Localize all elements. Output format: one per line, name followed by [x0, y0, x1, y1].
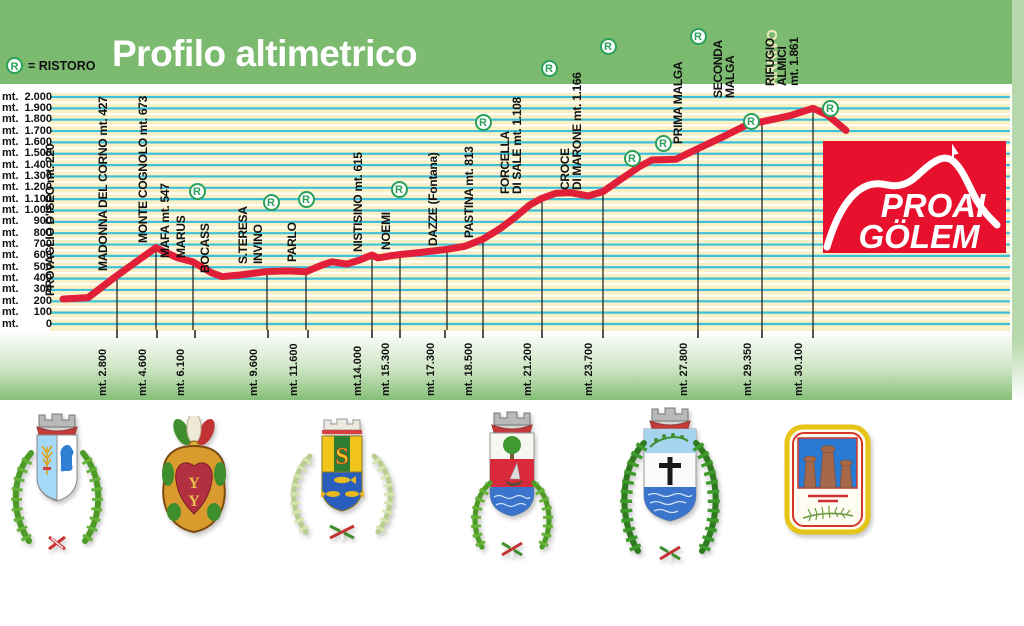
crest-sulzano-image: S	[289, 418, 395, 540]
distance-label: mt.14.000	[352, 345, 364, 396]
ristoro-icon: R	[6, 57, 23, 74]
crest-zone-image	[784, 424, 871, 535]
crest-provaglio-iseo-image	[11, 413, 103, 551]
right-edge-strip	[1012, 0, 1024, 400]
landmark-label: FORCELLA DI SALE mt. 1.108	[498, 97, 524, 194]
ristoro-marker-icon: R	[297, 190, 315, 208]
ristoro-marker-icon: R	[390, 180, 408, 198]
page-title: Profilo altimetrico	[112, 33, 418, 74]
summit-cross-icon	[952, 143, 959, 161]
ristoro-marker-icon: R	[742, 112, 760, 130]
landmark-label: SECONDA MALGA	[711, 40, 737, 98]
y-axis-label: mt. 700	[2, 238, 52, 251]
distance-label: mt. 23.700	[583, 342, 595, 396]
ristoro-marker-icon: R	[262, 193, 280, 211]
y-axis-label: mt. 500	[2, 260, 52, 273]
bottom-gradient-band	[0, 331, 1012, 400]
landmark-label: S.TERESA	[236, 206, 250, 264]
proai-golem-logo: PROAI GÖLEM	[823, 141, 1006, 253]
y-axis-label: mt. 1.300	[2, 169, 52, 182]
y-axis-label: mt. 1.500	[2, 147, 52, 160]
y-axis-label: mt. 1.400	[2, 158, 52, 171]
y-axis-label: mt. 1.200	[2, 181, 52, 194]
logo-text-line1: PROAI	[881, 187, 986, 224]
landmark-label: NOEMI	[379, 212, 393, 250]
landmark-label: MAFA mt. 547	[158, 183, 172, 258]
crest-marone-image	[620, 407, 720, 561]
crest-sale-marasino-image	[470, 411, 554, 557]
y-axis-label: mt. 1.000	[2, 204, 52, 216]
landmark-label: NISTISINO mt. 615	[351, 152, 365, 252]
y-axis-label: mt. 800	[2, 226, 52, 239]
landmark-label: RIFUGIO ALMICI mt. 1.861	[763, 37, 801, 86]
svg-text:S: S	[335, 444, 348, 470]
distance-label: mt. 29.350	[742, 342, 754, 396]
ristoro-legend-label: = RISTORO	[28, 58, 96, 73]
distance-label: mt. 2.800	[97, 348, 109, 396]
landmark-label: PROVAGLIO D'ISEO mt. 220	[43, 143, 57, 296]
header-banner	[0, 0, 1012, 84]
distance-label: mt. 21.200	[522, 342, 534, 396]
landmark-label: INVINO	[251, 224, 265, 264]
ristoro-marker-icon: R	[188, 182, 206, 200]
landmark-label: MADONNA DEL CORNO mt. 427	[96, 96, 110, 271]
distance-label: mt. 11.600	[288, 343, 300, 396]
landmark-label: CROCE DI MARONE mt. 1.166	[558, 72, 584, 190]
y-axis-label: mt. 1.900	[2, 101, 52, 114]
ristoro-marker-icon: R	[654, 134, 672, 152]
ristoro-marker-icon: R	[540, 59, 558, 77]
y-axis-label: mt. 2.000	[2, 90, 52, 103]
y-axis-label: mt. 1.700	[2, 124, 52, 137]
y-axis-label: mt. 400	[2, 272, 52, 285]
ristoro-marker-icon: R	[599, 37, 617, 55]
distance-label: mt. 9.600	[248, 348, 260, 396]
ristoro-marker-icon: R	[474, 113, 492, 131]
y-axis-label: mt. 200	[2, 294, 52, 307]
distance-label: mt. 17.300	[425, 342, 437, 396]
landmark-label: MONTE COGNOLO mt. 673	[136, 95, 150, 243]
distance-label: mt. 30.100	[793, 342, 805, 396]
y-axis-label: mt. 900	[2, 215, 52, 228]
elevation-profile-line	[59, 104, 850, 303]
ristoro-marker-icon: R	[821, 99, 839, 117]
landmark-label: PRIMA MALGA	[671, 61, 685, 144]
distance-label: mt. 15.300	[380, 342, 392, 396]
y-axis-label: mt. 300	[2, 283, 52, 296]
landmark-label: MARUS	[174, 215, 188, 259]
y-axis-label: mt. 1.600	[2, 135, 52, 148]
mountain-ridge-icon	[823, 154, 1001, 251]
landmark-label: PARLO	[285, 222, 299, 262]
communes-strip: Y Y S	[0, 400, 1024, 626]
y-axis-label: mt. 0	[2, 317, 52, 330]
ristoro-marker-icon: R	[623, 149, 641, 167]
landmark-label: PASTINA mt. 813	[462, 146, 476, 238]
y-axis-label: mt. 1.100	[2, 192, 52, 205]
logo-text-line2: GÖLEM	[859, 218, 982, 253]
crest-iseo-image: Y Y	[162, 416, 226, 534]
svg-text:Y: Y	[188, 475, 200, 492]
y-axis-label: mt. 100	[2, 306, 52, 319]
distance-label: mt. 4.600	[137, 348, 149, 396]
ristoro-marker-icon: R	[689, 27, 707, 45]
distance-label: mt. 6.100	[175, 348, 187, 396]
ristoro-legend: R = RISTORO	[6, 57, 96, 74]
y-axis-label: mt. 1.800	[2, 113, 52, 126]
distance-label: mt. 18.500	[463, 342, 475, 396]
svg-text:Y: Y	[188, 493, 200, 510]
landmark-label: BOCASS	[198, 223, 212, 273]
landmark-label: DAZZE (Fontana)	[426, 152, 440, 247]
y-axis-label: mt. 600	[2, 249, 52, 262]
distance-label: mt. 27.800	[678, 342, 690, 396]
